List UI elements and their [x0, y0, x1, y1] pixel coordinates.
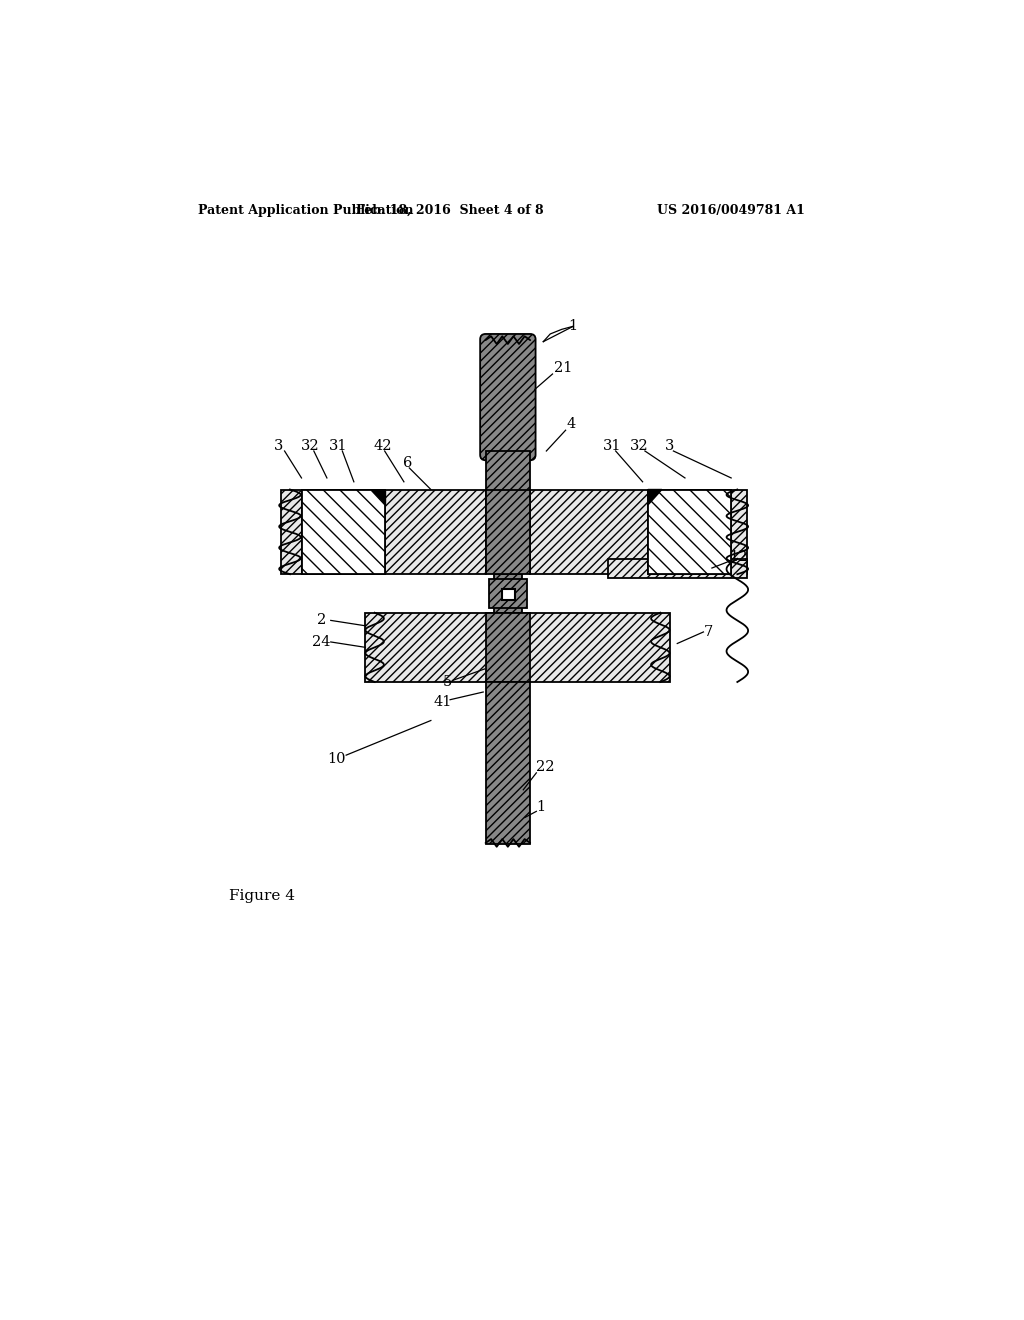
Text: 1: 1	[568, 319, 578, 333]
Text: 5: 5	[443, 675, 453, 689]
Text: 3: 3	[273, 438, 283, 453]
Text: 12: 12	[730, 550, 748, 564]
Text: 6: 6	[403, 455, 413, 470]
Text: 22: 22	[537, 760, 555, 774]
Bar	[648, 490, 731, 574]
Text: Figure 4: Figure 4	[229, 890, 295, 903]
Text: 31: 31	[602, 438, 622, 453]
Text: 7: 7	[703, 624, 713, 639]
Bar	[502, 589, 515, 601]
Bar	[648, 490, 731, 574]
Text: Feb. 18, 2016  Sheet 4 of 8: Feb. 18, 2016 Sheet 4 of 8	[356, 205, 544, 218]
Text: 3: 3	[665, 438, 674, 453]
Text: 31: 31	[329, 438, 348, 453]
Text: 2: 2	[316, 614, 327, 627]
Polygon shape	[371, 490, 385, 506]
Bar	[281, 490, 485, 574]
Bar	[485, 451, 530, 498]
Bar	[301, 490, 385, 574]
Text: 32: 32	[630, 438, 648, 453]
Text: 42: 42	[374, 438, 392, 453]
Bar	[608, 558, 746, 578]
Text: 10: 10	[327, 752, 345, 766]
FancyBboxPatch shape	[480, 334, 536, 461]
Text: 4: 4	[566, 417, 575, 432]
Bar	[485, 682, 530, 843]
Text: US 2016/0049781 A1: US 2016/0049781 A1	[657, 205, 805, 218]
Polygon shape	[648, 490, 662, 506]
Text: 21: 21	[554, 360, 572, 375]
Bar	[494, 574, 521, 612]
Text: 32: 32	[301, 438, 319, 453]
Text: 1: 1	[537, 800, 546, 813]
Bar	[488, 579, 527, 609]
Bar	[485, 490, 530, 574]
Text: Patent Application Publication: Patent Application Publication	[199, 205, 414, 218]
Bar	[301, 490, 385, 574]
Text: 41: 41	[433, 696, 452, 709]
Text: 24: 24	[312, 635, 331, 649]
Bar	[366, 612, 670, 682]
Bar	[485, 612, 530, 682]
Bar	[530, 490, 746, 574]
